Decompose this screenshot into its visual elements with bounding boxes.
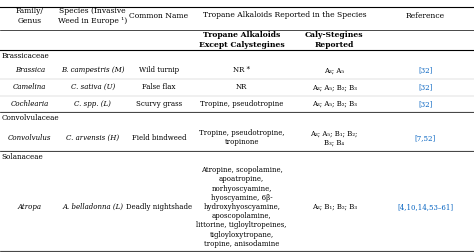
Text: A₃; A₅; B₁; B₂;
B₃; B₄: A₃; A₅; B₁; B₂; B₃; B₄ (310, 129, 358, 146)
Text: Brassica: Brassica (15, 67, 45, 75)
Text: Species (Invasive
Weed in Europe ¹): Species (Invasive Weed in Europe ¹) (58, 7, 128, 25)
Text: Convolvulaceae: Convolvulaceae (1, 114, 59, 122)
Text: Convolvulus: Convolvulus (8, 134, 52, 142)
Text: Tropane Alkaloids
Except Calystegines: Tropane Alkaloids Except Calystegines (199, 31, 284, 49)
Text: Field bindweed: Field bindweed (132, 134, 186, 142)
Text: Atropine, scopolamine,
apoatropine,
norhyoscyamine,
hyoscyamine, 6β-
hydroxyhyos: Atropine, scopolamine, apoatropine, norh… (197, 166, 287, 248)
Text: [4,10,14,53–61]: [4,10,14,53–61] (397, 203, 454, 211)
Text: C. spp. (L): C. spp. (L) (74, 100, 111, 108)
Text: B. campestris (M): B. campestris (M) (61, 67, 124, 75)
Text: [32]: [32] (418, 83, 433, 91)
Text: Caly-Stegines
Reported: Caly-Stegines Reported (305, 31, 364, 49)
Text: Solanaceae: Solanaceae (1, 153, 43, 161)
Text: Reference: Reference (406, 12, 445, 20)
Text: NR *: NR * (233, 67, 250, 75)
Text: Tropane Alkaloids Reported in the Species: Tropane Alkaloids Reported in the Specie… (202, 11, 366, 19)
Text: C. sativa (U): C. sativa (U) (71, 83, 115, 91)
Text: A₃; A₅: A₃; A₅ (324, 67, 344, 75)
Text: A. belladonna (L): A. belladonna (L) (62, 203, 123, 211)
Text: Scurvy grass: Scurvy grass (136, 100, 182, 108)
Text: NR: NR (236, 83, 247, 91)
Text: A₃; A₅; B₂; B₃: A₃; A₅; B₂; B₃ (312, 83, 356, 91)
Text: Family/
Genus: Family/ Genus (16, 7, 44, 25)
Text: Wild turnip: Wild turnip (139, 67, 179, 75)
Text: Tropine, pseudotropine,
tropinone: Tropine, pseudotropine, tropinone (199, 129, 284, 146)
Text: Tropine, pseudotropine: Tropine, pseudotropine (200, 100, 283, 108)
Text: Camelina: Camelina (13, 83, 46, 91)
Text: [32]: [32] (418, 67, 433, 75)
Text: Cochlearia: Cochlearia (11, 100, 49, 108)
Text: [32]: [32] (418, 100, 433, 108)
Text: C. arvensis (H): C. arvensis (H) (66, 134, 119, 142)
Text: [7,52]: [7,52] (415, 134, 436, 142)
Text: A₃; A₅; B₂; B₃: A₃; A₅; B₂; B₃ (312, 100, 356, 108)
Text: Atropa: Atropa (18, 203, 42, 211)
Text: Deadly nightshade: Deadly nightshade (126, 203, 192, 211)
Text: A₃; B₁; B₂; B₃: A₃; B₁; B₂; B₃ (312, 203, 356, 211)
Text: False flax: False flax (142, 83, 175, 91)
Text: Brassicaceae: Brassicaceae (1, 52, 49, 60)
Text: Common Name: Common Name (129, 12, 188, 20)
